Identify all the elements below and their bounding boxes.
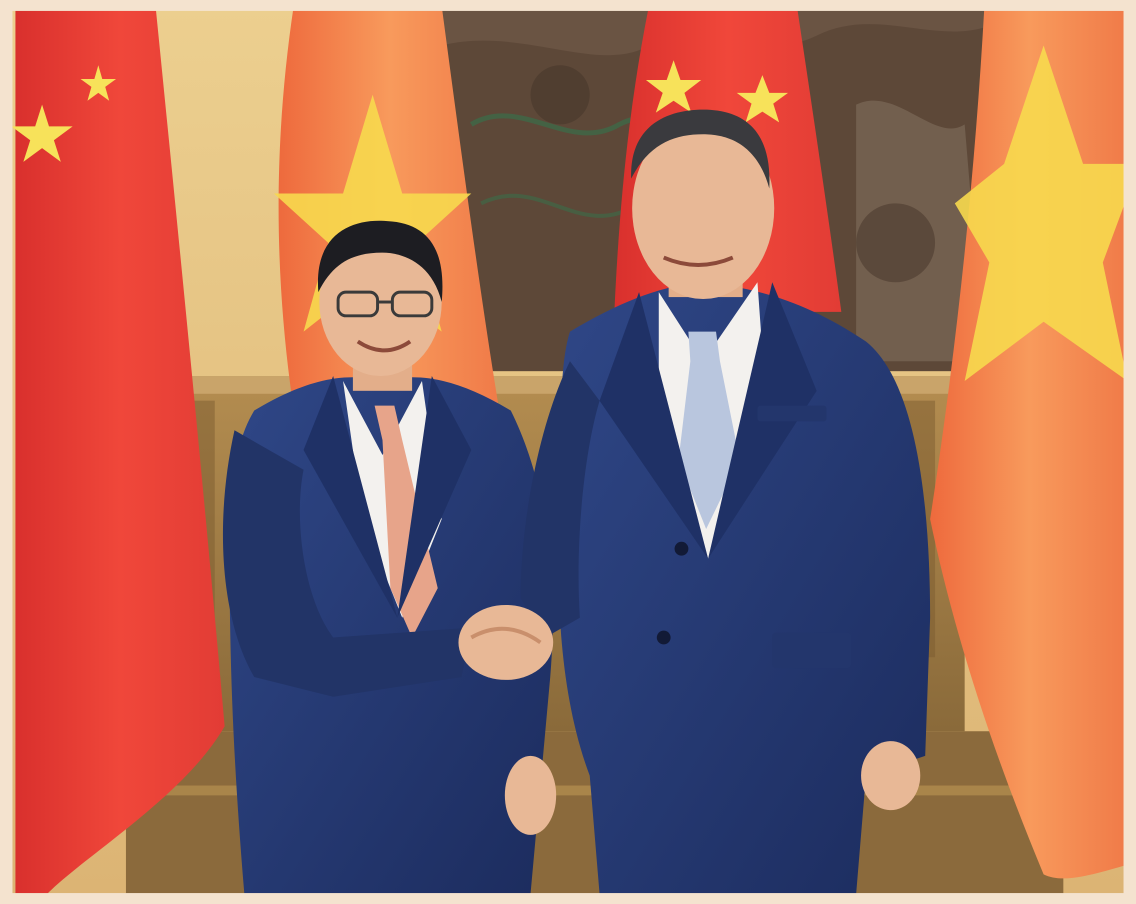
photo-scene bbox=[6, 6, 1130, 898]
photo-border bbox=[6, 6, 1130, 898]
person-left bbox=[222, 220, 553, 895]
flag-vietnam-right bbox=[930, 6, 1129, 879]
flag-china-left bbox=[11, 6, 225, 895]
person-right bbox=[520, 109, 931, 895]
handshake bbox=[458, 604, 557, 835]
